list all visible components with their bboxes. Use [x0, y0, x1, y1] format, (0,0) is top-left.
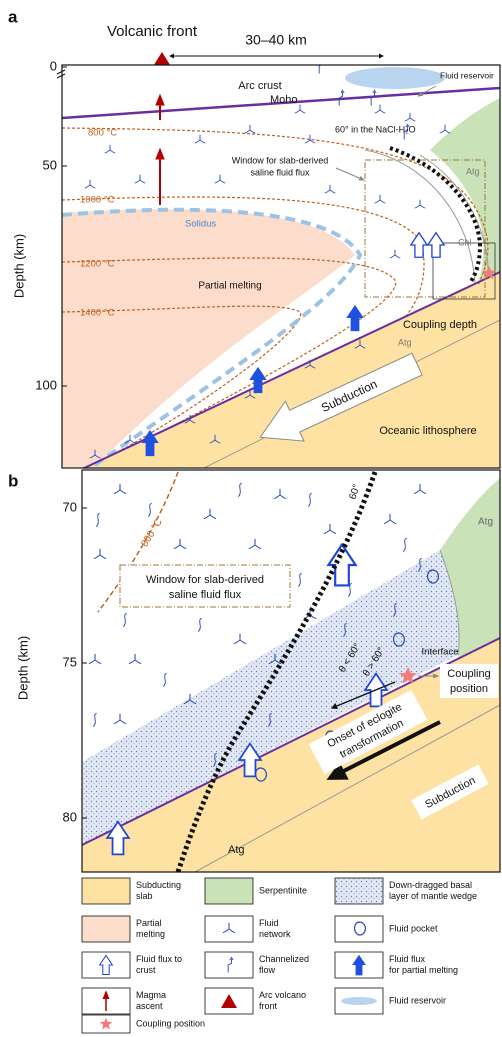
swatch-frame — [335, 916, 383, 942]
legend-label: flow — [259, 965, 276, 975]
legend-label: for partial melting — [389, 965, 458, 975]
swatch-icon — [341, 997, 377, 1005]
legend-label: Fluid reservoir — [389, 995, 446, 1005]
oceanic-lithosphere-label: Oceanic lithosphere — [379, 425, 476, 437]
isotherm-label: 1200 °C — [80, 259, 115, 270]
moho-label: Moho — [270, 94, 298, 106]
window-label: saline fluid flux — [250, 167, 310, 177]
isotherm-label: 1400 °C — [80, 308, 115, 319]
legend-label: Magma — [136, 990, 166, 1000]
isotherm-label: 800 °C — [88, 128, 117, 139]
window-label: Window for slab-derived — [232, 155, 329, 165]
arc-crust-label: Arc crust — [238, 80, 281, 92]
legend-label: slab — [136, 891, 153, 901]
y-tick-label: 75 — [63, 654, 77, 669]
coupling-depth-label: Coupling depth — [403, 319, 477, 331]
legend-item: Fluid pocket — [335, 916, 438, 942]
legend-label: Arc volcano — [259, 990, 306, 1000]
swatch — [335, 878, 383, 904]
chl-label: Chl — [458, 237, 472, 247]
isotherm-label: 1000 °C — [80, 195, 115, 206]
y-tick-label: 80 — [63, 809, 77, 824]
swatch — [82, 878, 130, 904]
panel-label: b — [8, 471, 18, 490]
atg-label: Atg — [478, 517, 493, 528]
legend-label: front — [259, 1001, 278, 1011]
atg-label: Atg — [466, 166, 480, 176]
figure: a Volcanic front 30–40 km Depth (km) Su — [0, 0, 502, 1037]
panel-a: a Volcanic front 30–40 km Depth (km) Su — [8, 7, 500, 470]
panel-a-content: Subduction — [62, 56, 500, 470]
legend-label: Serpentinite — [259, 885, 307, 895]
legend-label: Fluid flux to — [136, 954, 182, 964]
legend-label: Channelized — [259, 954, 309, 964]
solidus-label: Solidus — [185, 219, 216, 230]
legend-label: crust — [136, 965, 156, 975]
legend-item: Down-dragged basallayer of mantle wedge — [335, 878, 477, 904]
angle-label: 60° in the NaCl-H₂O — [335, 124, 416, 134]
fluid-reservoir-label: Fluid reservoir — [440, 70, 494, 80]
atg-label: Atg — [398, 337, 412, 347]
atg-label: Atg — [228, 844, 245, 856]
axis-label: Depth (km) — [15, 636, 30, 700]
page-body: {"panel_a": {"label": "a", "volcanic_fro… — [0, 0, 502, 1037]
legend-label: Fluid flux — [389, 954, 426, 964]
fluid-reservoir — [328, 56, 364, 64]
legend-label: melting — [136, 929, 165, 939]
coupling-label: position — [450, 683, 488, 695]
y-tick-label: 70 — [63, 499, 77, 514]
legend-label: Partial — [136, 918, 162, 928]
coupling-label: Coupling — [447, 668, 490, 680]
legend-label: network — [259, 929, 291, 939]
volcanic-front-label: Volcanic front — [107, 23, 198, 40]
legend-label: Fluid — [259, 918, 279, 928]
legend-label: Fluid pocket — [389, 923, 438, 933]
legend-item: Subductingslab — [82, 878, 181, 904]
y-tick-label: 50 — [43, 157, 57, 172]
legend-item: Coupling position — [82, 1015, 205, 1033]
legend-item: Serpentinite — [205, 878, 307, 904]
swatch — [205, 878, 253, 904]
legend-label: Down-dragged basal — [389, 880, 472, 890]
y-tick-label: 0 — [50, 58, 57, 73]
panel-b-content: Onset of eclogite transformation Subduct… — [82, 470, 500, 872]
legend-item: Fluid reservoir — [335, 988, 446, 1014]
legend-label: layer of mantle wedge — [389, 891, 477, 901]
y-tick-label: 100 — [35, 377, 57, 392]
panel-label: a — [8, 7, 18, 26]
legend-label: ascent — [136, 1001, 163, 1011]
panel-b: b Depth (km) Onset of eclogite transform… — [8, 470, 500, 872]
axis-label: Depth (km) — [11, 234, 26, 298]
legend-label: Coupling position — [136, 1018, 205, 1028]
fluid-reservoir — [345, 67, 445, 89]
interface-label: Interface — [422, 647, 459, 658]
partial-melting-label: Partial melting — [198, 281, 261, 292]
window-label: Window for slab-derived — [146, 574, 264, 586]
legend-item: Fluid flux tocrust — [82, 952, 182, 978]
swatch — [82, 916, 130, 942]
page: body { margin: 0; width: 502px; height: … — [0, 0, 502, 1037]
legend-label: Subducting — [136, 880, 181, 890]
window-label: saline fluid flux — [169, 589, 242, 601]
distance-label: 30–40 km — [245, 32, 306, 48]
